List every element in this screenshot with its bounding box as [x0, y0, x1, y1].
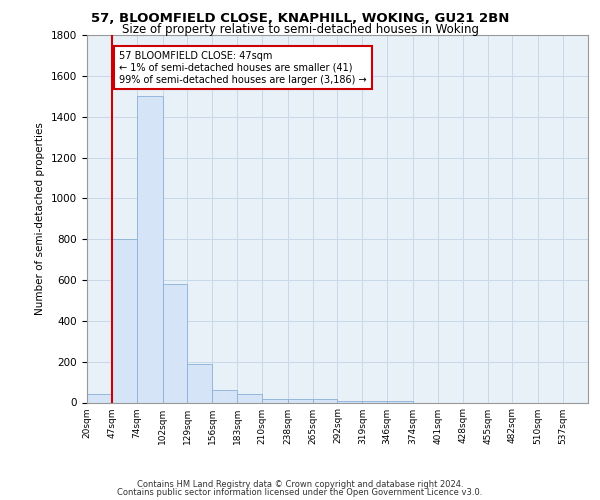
- Text: 57, BLOOMFIELD CLOSE, KNAPHILL, WOKING, GU21 2BN: 57, BLOOMFIELD CLOSE, KNAPHILL, WOKING, …: [91, 12, 509, 26]
- Bar: [313, 399, 337, 402]
- Bar: [212, 390, 237, 402]
- Text: 57 BLOOMFIELD CLOSE: 47sqm
← 1% of semi-detached houses are smaller (41)
99% of : 57 BLOOMFIELD CLOSE: 47sqm ← 1% of semi-…: [119, 52, 367, 84]
- Text: Size of property relative to semi-detached houses in Woking: Size of property relative to semi-detach…: [121, 22, 479, 36]
- Y-axis label: Number of semi-detached properties: Number of semi-detached properties: [35, 122, 46, 315]
- Bar: [87, 394, 112, 402]
- Bar: [163, 284, 187, 403]
- Bar: [137, 96, 163, 403]
- Bar: [262, 399, 288, 402]
- Text: Contains public sector information licensed under the Open Government Licence v3: Contains public sector information licen…: [118, 488, 482, 497]
- Text: Contains HM Land Registry data © Crown copyright and database right 2024.: Contains HM Land Registry data © Crown c…: [137, 480, 463, 489]
- Bar: [288, 399, 313, 402]
- Bar: [237, 394, 262, 402]
- Bar: [187, 364, 212, 403]
- Bar: [112, 239, 137, 402]
